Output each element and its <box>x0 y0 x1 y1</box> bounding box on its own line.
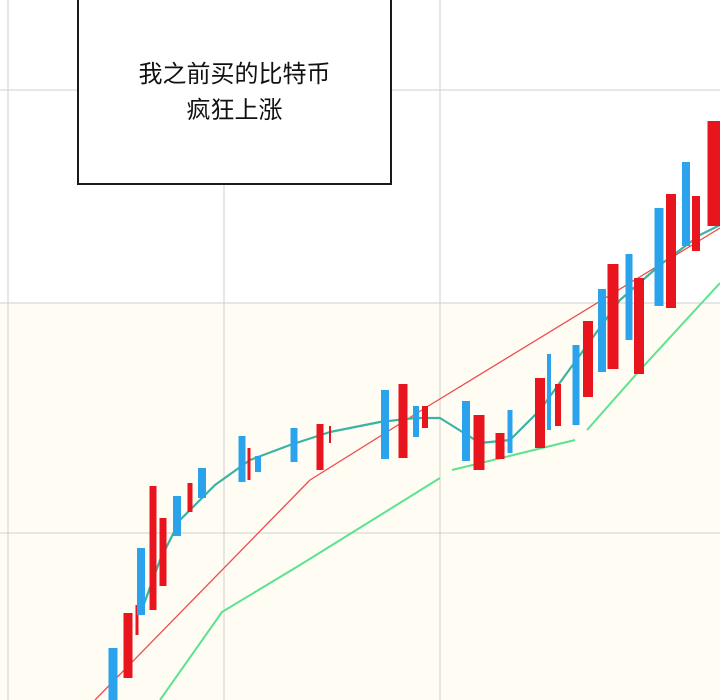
candles <box>108 121 720 700</box>
candle-down <box>625 254 633 340</box>
candle-down <box>290 428 298 462</box>
caption-line-1: 我之前买的比特币 <box>138 59 331 88</box>
candle-down <box>572 345 580 425</box>
candle-up <box>159 518 167 586</box>
candle-down <box>507 410 513 453</box>
candle-up <box>666 194 676 308</box>
candle-up <box>535 378 545 448</box>
candle-up <box>692 196 700 251</box>
candle-down <box>598 289 606 372</box>
moving-average-green <box>451 439 576 471</box>
candle-up <box>555 384 561 426</box>
candle-down <box>682 162 690 246</box>
candle-down <box>462 401 470 461</box>
candle-up <box>634 278 644 374</box>
candle-down <box>198 468 206 498</box>
candle-up <box>495 433 505 459</box>
candle-up <box>123 613 133 678</box>
candle-up <box>247 448 251 480</box>
candle-down <box>381 390 389 459</box>
caption-line-2: 疯狂上涨 <box>186 95 283 124</box>
candle-up <box>187 483 193 512</box>
candle-down <box>137 548 145 615</box>
candle-up <box>422 406 428 428</box>
candle-up <box>149 486 157 610</box>
candle-down <box>547 354 551 430</box>
moving-average-red <box>94 227 720 700</box>
candle-down <box>173 496 181 536</box>
candle-up <box>473 415 485 470</box>
caption-box: 我之前买的比特币 疯狂上涨 <box>77 0 392 185</box>
candle-down <box>413 406 419 437</box>
candle-up <box>329 426 331 443</box>
candle-down <box>654 208 664 306</box>
candle-up <box>607 264 619 369</box>
moving-average-green <box>159 477 441 700</box>
candle-up <box>583 321 593 397</box>
candle-up <box>135 605 139 635</box>
candle-up <box>707 121 720 226</box>
candle-down <box>108 648 118 700</box>
candle-up <box>398 384 408 458</box>
candle-down <box>238 436 246 482</box>
candle-down <box>255 456 261 472</box>
candle-up <box>316 424 324 470</box>
